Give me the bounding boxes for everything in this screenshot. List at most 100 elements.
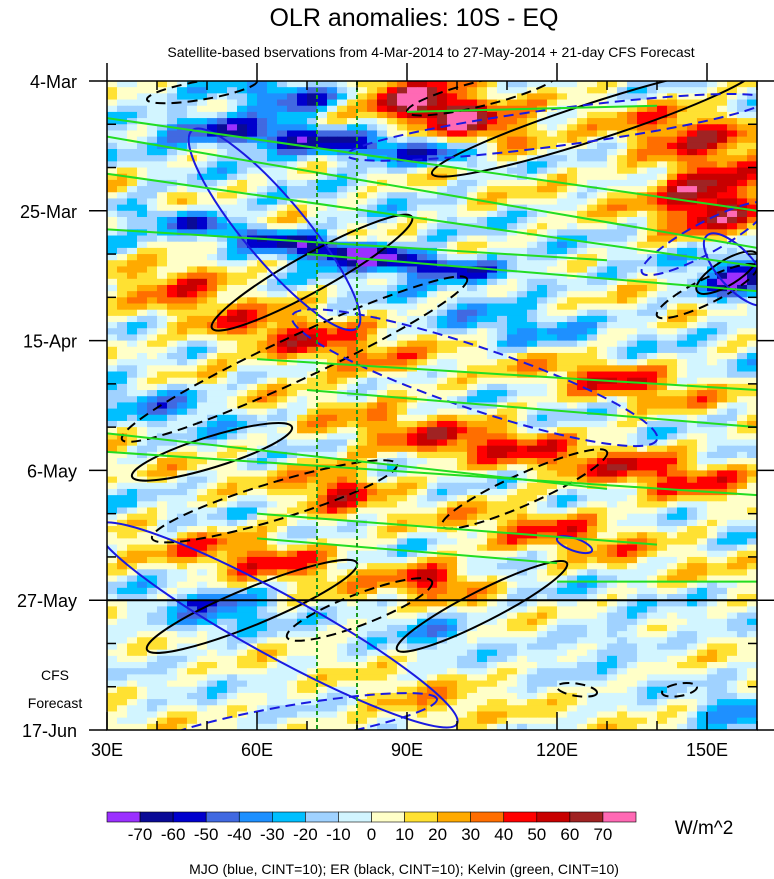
olr-cell	[527, 445, 538, 453]
olr-cell	[557, 322, 568, 329]
olr-cell	[167, 93, 178, 101]
olr-cell	[657, 148, 668, 156]
olr-cell	[377, 501, 388, 508]
olr-cell	[107, 192, 118, 199]
olr-cell	[667, 142, 678, 150]
olr-cell	[677, 476, 688, 484]
olr-cell	[717, 192, 728, 199]
olr-cell	[127, 439, 138, 447]
olr-cell	[287, 278, 298, 286]
olr-cell	[417, 130, 428, 138]
olr-cell	[377, 155, 388, 162]
olr-cell	[687, 272, 698, 280]
olr-cell	[377, 433, 388, 440]
olr-cell	[427, 390, 438, 397]
olr-cell	[367, 87, 378, 94]
olr-cell	[177, 223, 188, 230]
olr-cell	[717, 93, 728, 101]
olr-cell	[277, 346, 288, 354]
olr-cell	[367, 501, 378, 508]
olr-cell	[287, 315, 298, 323]
olr-cell	[737, 87, 748, 94]
olr-cell	[397, 414, 408, 422]
olr-cell	[607, 297, 618, 305]
olr-cell	[497, 81, 508, 88]
olr-cell	[157, 167, 168, 175]
olr-cell	[717, 179, 728, 187]
olr-cell	[367, 247, 378, 255]
olr-cell	[377, 464, 388, 471]
olr-cell	[407, 390, 418, 397]
olr-cell	[747, 544, 757, 552]
olr-cell	[617, 272, 628, 280]
olr-cell	[737, 247, 748, 255]
olr-cell	[737, 297, 748, 305]
olr-cell	[137, 340, 148, 348]
olr-cell	[507, 519, 518, 527]
olr-cell	[387, 192, 398, 199]
olr-cell	[197, 482, 208, 490]
olr-cell	[177, 315, 188, 323]
olr-cell	[477, 519, 488, 527]
olr-cell	[427, 352, 438, 360]
olr-cell	[267, 328, 278, 335]
olr-cell	[147, 439, 158, 447]
olr-cell	[587, 526, 598, 533]
olr-cell	[597, 136, 608, 144]
olr-cell	[227, 451, 238, 459]
olr-cell	[447, 383, 458, 391]
olr-cell	[557, 458, 568, 465]
olr-cell	[267, 142, 278, 150]
olr-cell	[477, 204, 488, 212]
olr-cell	[157, 254, 168, 261]
olr-cell	[637, 470, 648, 478]
olr-cell	[247, 223, 258, 230]
olr-cell	[407, 427, 418, 434]
olr-cell	[367, 136, 378, 144]
olr-cell	[497, 550, 508, 558]
olr-cell	[307, 136, 318, 144]
olr-cell	[427, 204, 438, 212]
olr-cell	[297, 322, 308, 329]
olr-cell	[707, 476, 718, 484]
olr-cell	[707, 433, 718, 440]
olr-cell	[707, 241, 718, 249]
olr-cell	[637, 105, 648, 113]
olr-cell	[587, 167, 598, 175]
olr-cell	[547, 87, 558, 94]
olr-cell	[657, 433, 668, 440]
olr-cell	[297, 439, 308, 447]
olr-cell	[557, 550, 568, 558]
olr-cell	[547, 470, 558, 478]
olr-cell	[517, 322, 528, 329]
olr-cell	[487, 513, 498, 521]
olr-cell	[287, 173, 298, 181]
olr-cell	[457, 346, 468, 354]
olr-cell	[147, 402, 158, 410]
olr-cell	[547, 359, 558, 366]
olr-cell	[487, 186, 498, 193]
olr-cell	[647, 334, 658, 342]
olr-cell	[547, 420, 558, 428]
olr-cell	[337, 247, 348, 255]
olr-cell	[177, 544, 188, 552]
olr-cell	[137, 204, 148, 212]
olr-cell	[537, 204, 548, 212]
olr-cell	[137, 111, 148, 119]
olr-cell	[487, 488, 498, 496]
olr-cell	[557, 495, 568, 502]
olr-cell	[167, 223, 178, 230]
olr-cell	[647, 550, 658, 558]
olr-cell	[387, 544, 398, 552]
olr-cell	[297, 99, 308, 107]
olr-cell	[727, 495, 738, 502]
olr-cell	[287, 241, 298, 249]
olr-cell	[617, 408, 628, 416]
olr-cell	[207, 526, 218, 533]
olr-cell	[447, 87, 458, 94]
olr-cell	[137, 105, 148, 113]
olr-cell	[557, 315, 568, 323]
olr-cell	[427, 346, 438, 354]
olr-cell	[117, 111, 128, 119]
olr-cell	[517, 550, 528, 558]
